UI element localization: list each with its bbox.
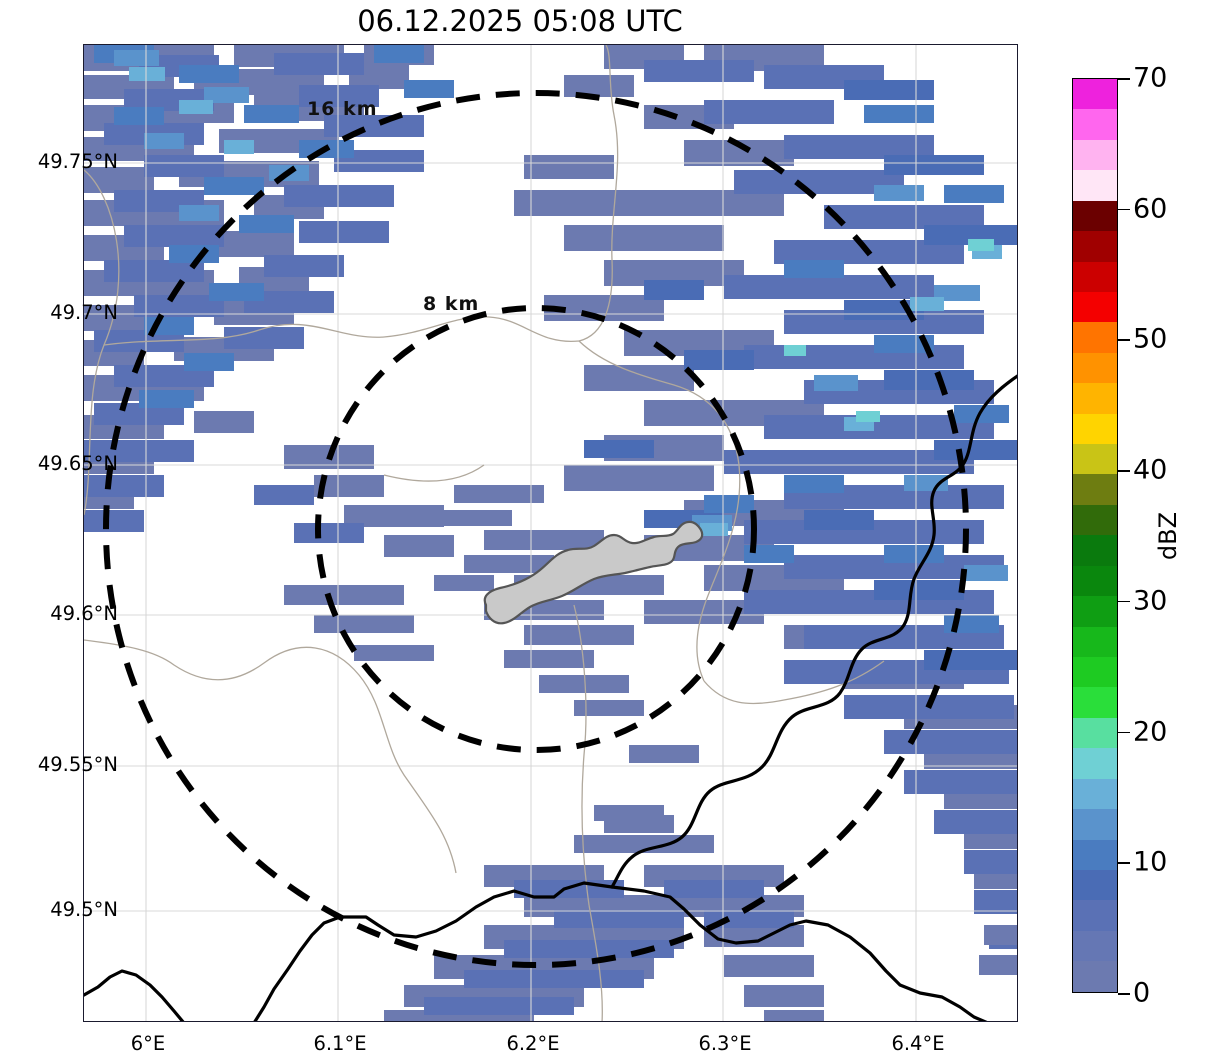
colorbar-band: [1073, 626, 1117, 658]
colorbar-band: [1073, 900, 1117, 931]
colorbar-band: [1073, 839, 1117, 870]
colorbar-band: [1073, 231, 1117, 262]
colorbar-tick: [1118, 470, 1130, 472]
colorbar-band: [1073, 535, 1117, 566]
colorbar-band: [1073, 109, 1117, 140]
y-tick-label: 49.55°N: [37, 753, 118, 776]
colorbar-tick-label: 30: [1133, 585, 1168, 617]
colorbar-band: [1073, 322, 1117, 353]
colorbar-tick: [1118, 600, 1130, 603]
colorbar-tick-label: 70: [1133, 62, 1168, 94]
colorbar-band: [1073, 657, 1117, 688]
radar-map-canvas: [84, 45, 1017, 1021]
x-tick-label: 6°E: [130, 1032, 166, 1055]
colorbar-band: [1073, 139, 1117, 171]
colorbar-tick: [1118, 731, 1130, 734]
country-border-layer: [84, 374, 1017, 1021]
y-tick-label: 49.65°N: [37, 452, 118, 475]
colorbar-band: [1073, 565, 1117, 597]
x-tick-label: 6.3°E: [698, 1032, 752, 1055]
page-title: 06.12.2025 05:08 UTC: [357, 4, 683, 38]
colorbar-band: [1073, 778, 1117, 810]
colorbar-band: [1073, 200, 1117, 232]
minor-boundaries-layer: [84, 45, 885, 1021]
colorbar-tick: [1118, 208, 1130, 211]
range-ring-label-8km: 8 km: [423, 293, 480, 315]
colorbar-tick-label: 50: [1133, 323, 1168, 355]
colorbar-band: [1073, 596, 1117, 627]
colorbar-band: [1073, 291, 1117, 323]
radar-map-plot[interactable]: [83, 44, 1018, 1022]
colorbar-band: [1073, 383, 1117, 414]
colorbar-band: [1073, 717, 1117, 749]
colorbar-tick: [1118, 339, 1130, 342]
colorbar-tick-label: 20: [1133, 716, 1168, 748]
x-tick-label: 6.2°E: [506, 1032, 560, 1055]
colorbar-tick-label: 0: [1133, 977, 1151, 1009]
colorbar-tick: [1118, 993, 1130, 995]
colorbar[interactable]: [1072, 78, 1118, 993]
colorbar-band: [1073, 869, 1117, 901]
y-tick-label: 49.5°N: [50, 898, 118, 921]
colorbar-band: [1073, 170, 1117, 201]
colorbar-tick-label: 60: [1133, 193, 1168, 225]
colorbar-tick-label: 10: [1133, 846, 1168, 878]
colorbar-band: [1073, 474, 1117, 505]
colorbar-band: [1073, 444, 1117, 475]
colorbar-tick-label: 40: [1133, 454, 1168, 486]
y-tick-label: 49.7°N: [50, 301, 118, 324]
colorbar-band: [1073, 261, 1117, 292]
range-ring-layer: [103, 90, 969, 968]
colorbar-band: [1073, 961, 1117, 992]
colorbar-band: [1073, 687, 1117, 718]
x-tick-label: 6.1°E: [313, 1032, 367, 1055]
colorbar-band: [1073, 79, 1117, 110]
colorbar-band: [1073, 413, 1117, 445]
colorbar-band: [1073, 930, 1117, 962]
urban-area-polygon: [483, 520, 704, 625]
colorbar-tick: [1118, 78, 1130, 80]
range-ring-label-16km: 16 km: [307, 98, 378, 120]
graticule-grid: [84, 45, 1017, 1021]
colorbar-band: [1073, 504, 1117, 536]
y-tick-label: 49.75°N: [37, 150, 118, 173]
range-ring-8km: [315, 305, 757, 753]
radar-reflectivity-layer: [84, 45, 1017, 1021]
colorbar-band: [1073, 809, 1117, 840]
range-ring-16km: [103, 90, 969, 968]
colorbar-tick: [1118, 862, 1130, 864]
colorbar-title: dBZ: [1154, 511, 1182, 561]
colorbar-band: [1073, 748, 1117, 779]
x-tick-label: 6.4°E: [891, 1032, 945, 1055]
colorbar-band: [1073, 352, 1117, 384]
y-tick-label: 49.6°N: [50, 602, 118, 625]
